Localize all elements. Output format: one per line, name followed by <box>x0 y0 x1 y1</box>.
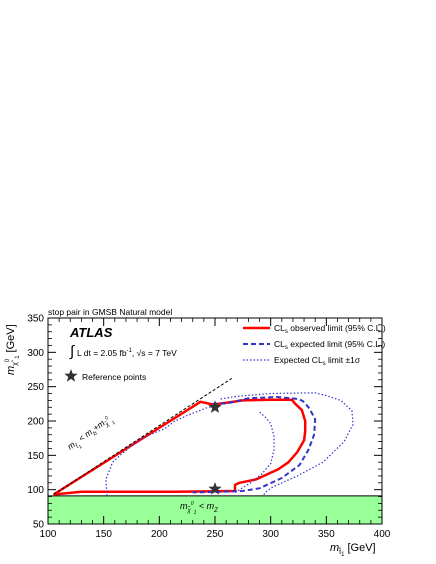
x-tick-label-200: 200 <box>151 529 168 540</box>
chart-title: stop pair in GMSB Natural model <box>48 307 172 317</box>
legend: CLs observed limit (95% C.L.) CLs expect… <box>243 323 386 367</box>
y-tick-label-100: 100 <box>27 485 44 496</box>
y-tick-label-50: 50 <box>33 520 45 531</box>
legend-label-sigma: Expected CLs limit ±1σ <box>274 355 361 367</box>
reference-point-0 <box>208 400 222 413</box>
y-axis-ticks: 50 100 150 200 250 300 350 <box>27 314 382 531</box>
x-tick-label-400: 400 <box>374 529 391 540</box>
x-tick-label-350: 350 <box>318 529 335 540</box>
series-minus_sigma <box>105 405 216 496</box>
atlas-label: ATLAS <box>69 325 113 340</box>
series-expected <box>192 396 317 494</box>
x-axis-label: mt̃1[GeV] <box>330 542 376 558</box>
legend-label-expected: CLs expected limit (95% C.L.) <box>274 339 385 351</box>
lumi-sup: -1 <box>127 348 133 354</box>
x-tick-label-300: 300 <box>262 529 279 540</box>
x-tick-label-100: 100 <box>40 529 57 540</box>
y-tick-label-150: 150 <box>27 451 44 462</box>
excluded-region-label: mχ̃01 < mZ <box>180 501 218 516</box>
lumi-label: L dt = 2.05 fb-1, √s = 7 TeV <box>77 348 177 358</box>
y-axis-label: mχ̃01[GeV] <box>5 324 21 375</box>
x-tick-label-250: 250 <box>207 529 224 540</box>
reference-point-1 <box>208 482 222 495</box>
x-tick-label-150: 150 <box>95 529 112 540</box>
lumi-integral: ∫ <box>69 343 76 360</box>
reference-star-icon <box>64 369 78 382</box>
legend-label-observed: CLs observed limit (95% C.L.) <box>274 323 386 335</box>
y-tick-label-200: 200 <box>27 417 44 428</box>
y-tick-label-350: 350 <box>27 314 44 325</box>
kinematic-limit-line <box>53 378 232 495</box>
plot-area: 100 150 200 250 300 350 400 501001502002503003… <box>27 314 390 541</box>
lumi-text: L dt = 2.05 fb <box>77 348 127 358</box>
reference-label: Reference points <box>82 372 146 382</box>
series-observed <box>52 398 307 496</box>
kinematic-limit-label: mt̃1 < mb+mχ̃01 <box>65 413 117 456</box>
reference-points <box>208 400 222 495</box>
series-layer <box>52 392 354 497</box>
series-minus_sigma_lower <box>234 411 275 493</box>
y-tick-label-300: 300 <box>27 348 44 359</box>
series-plus_sigma <box>220 392 354 497</box>
lumi-sqrt: , √s = 7 TeV <box>132 348 177 358</box>
y-tick-label-250: 250 <box>27 382 44 393</box>
